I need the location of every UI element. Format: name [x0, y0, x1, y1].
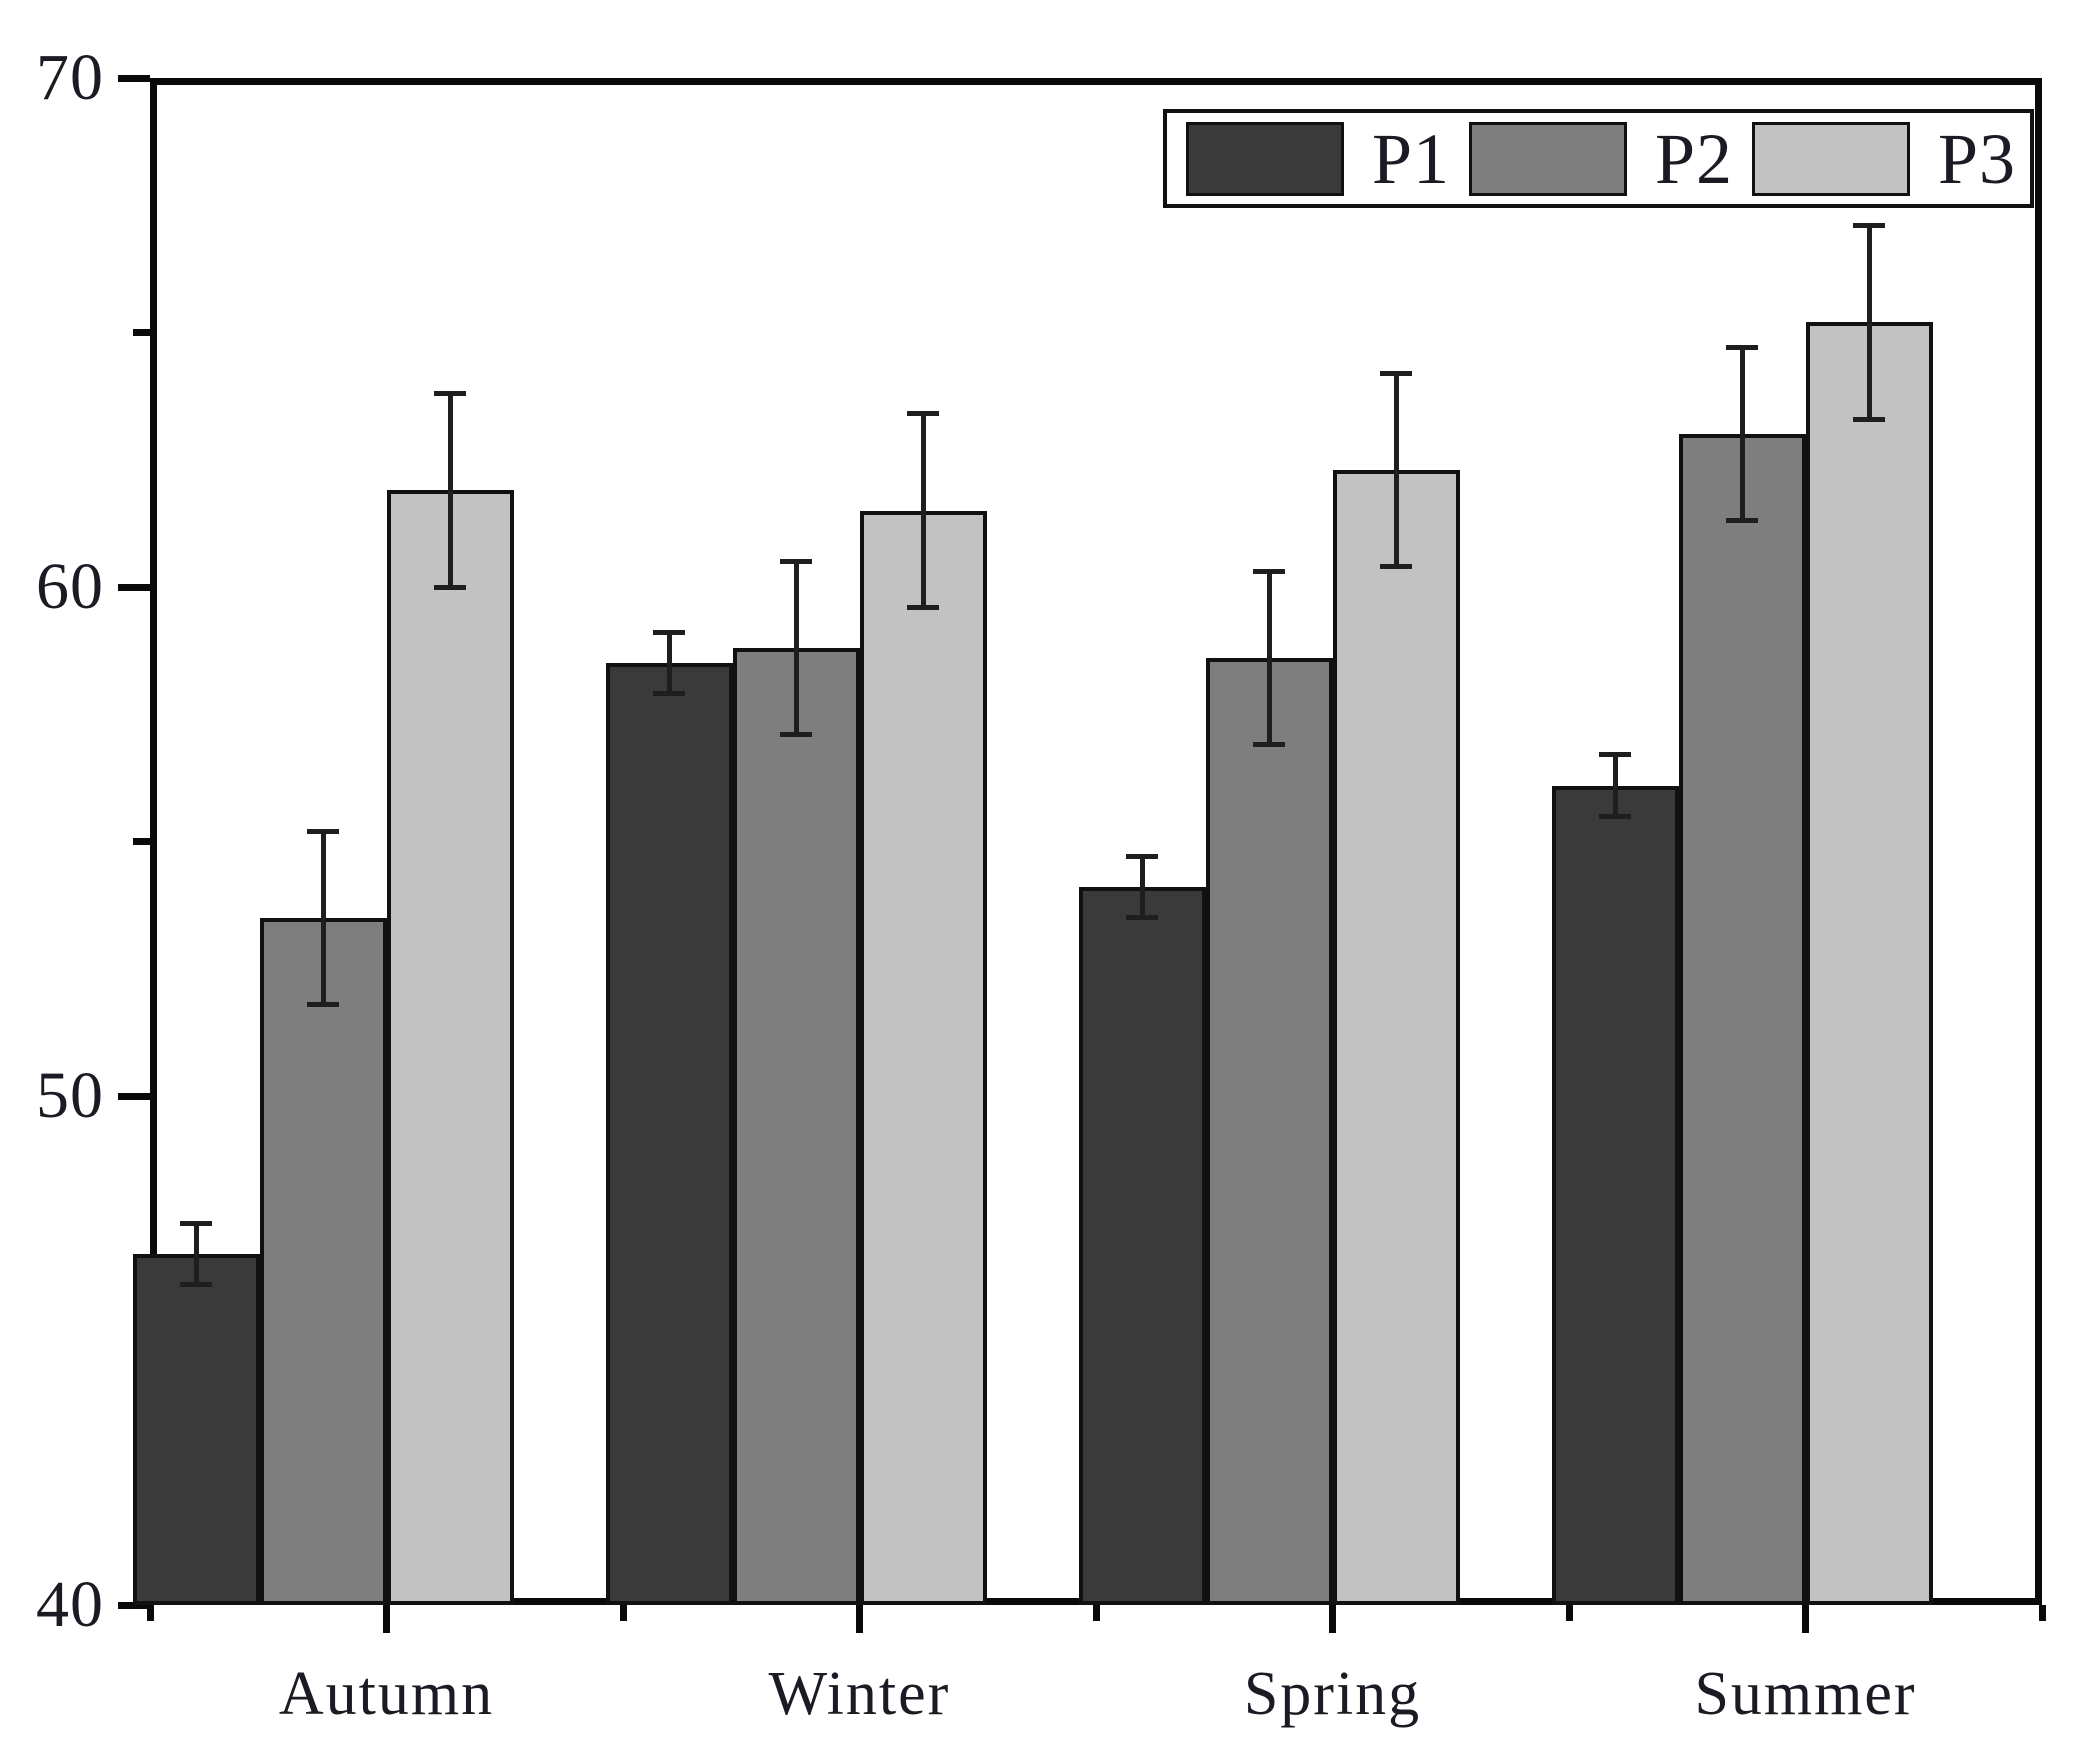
y-axis-tick-label: 70: [36, 41, 104, 114]
legend-swatch-p2: [1468, 121, 1627, 196]
bar-p3-summer: [1805, 322, 1933, 1605]
error-bar-cap: [307, 1001, 339, 1007]
y-axis-minor-tick: [133, 838, 150, 845]
bar-p3-spring: [1332, 469, 1460, 1605]
error-bar-cap: [1253, 569, 1285, 575]
error-bar-line: [1139, 856, 1145, 918]
legend-item-p1: P1: [1186, 118, 1451, 199]
error-bar-cap: [1380, 564, 1412, 570]
error-bar-cap: [1380, 370, 1412, 376]
y-axis-major-tick: [118, 1092, 150, 1100]
x-axis-category-label: Summer: [1694, 1660, 1917, 1728]
error-bar-cap: [1853, 416, 1885, 422]
legend-swatch-p3: [1751, 121, 1910, 196]
y-axis-major-tick: [118, 583, 150, 591]
error-bar-cap: [307, 828, 339, 834]
x-axis-minor-tick: [1565, 1605, 1573, 1621]
error-bar-cap: [434, 584, 466, 590]
x-axis-minor-tick: [619, 1605, 627, 1621]
y-axis-major-tick: [118, 1601, 150, 1609]
x-axis-minor-tick: [146, 1605, 154, 1621]
bar-p2-spring: [1205, 658, 1333, 1605]
x-axis-minor-tick: [2038, 1605, 2046, 1621]
error-bar-cap: [1126, 854, 1158, 860]
legend-label: P3: [1937, 118, 2016, 199]
error-bar-line: [193, 1223, 199, 1285]
error-bar-cap: [1726, 518, 1758, 524]
legend-item-p3: P3: [1751, 118, 2016, 199]
x-axis-category-label: Winter: [768, 1660, 951, 1728]
error-bar-cap: [1599, 813, 1631, 819]
x-axis-major-tick: [1802, 1605, 1809, 1633]
x-axis-minor-tick: [1092, 1605, 1100, 1621]
error-bar-line: [1739, 347, 1745, 521]
error-bar-line: [920, 413, 926, 608]
error-bar-cap: [653, 630, 685, 636]
bar-p1-summer: [1551, 785, 1679, 1605]
error-bar-cap: [434, 391, 466, 397]
error-bar-cap: [907, 411, 939, 417]
error-bar-cap: [780, 732, 812, 738]
legend: P1 P2 P3: [1163, 109, 2034, 208]
error-bar-cap: [1599, 752, 1631, 758]
y-axis-major-tick: [118, 74, 150, 82]
error-bar-line: [447, 393, 453, 587]
bar-p1-spring: [1078, 887, 1206, 1605]
y-axis-tick-label: 60: [36, 550, 104, 623]
error-bar-cap: [180, 1220, 212, 1226]
error-bar-cap: [1126, 915, 1158, 921]
error-bar-line: [1612, 754, 1618, 817]
error-bar-line: [1866, 225, 1872, 420]
bar-p1-winter: [605, 663, 733, 1605]
y-axis-tick-label: 40: [36, 1568, 104, 1641]
x-axis-category-label: Spring: [1243, 1660, 1422, 1728]
bar-p2-summer: [1678, 434, 1806, 1605]
y-axis-minor-tick: [133, 329, 150, 336]
error-bar-cap: [1726, 345, 1758, 351]
y-axis-tick-label: 50: [36, 1059, 104, 1132]
error-bar-cap: [1853, 223, 1885, 229]
bar-p3-autumn: [386, 490, 514, 1605]
legend-label: P2: [1654, 118, 1734, 199]
bar-p2-winter: [732, 648, 860, 1605]
x-axis-major-tick: [856, 1605, 863, 1633]
error-bar-cap: [180, 1281, 212, 1287]
x-axis-major-tick: [1329, 1605, 1336, 1633]
error-bar-cap: [1253, 742, 1285, 748]
error-bar-line: [666, 632, 672, 694]
legend-swatch-p1: [1186, 121, 1344, 196]
error-bar-cap: [907, 604, 939, 610]
error-bar-line: [1266, 571, 1272, 745]
legend-label: P1: [1372, 118, 1451, 199]
error-bar-cap: [653, 691, 685, 697]
error-bar-line: [320, 831, 326, 1005]
legend-item-p2: P2: [1468, 118, 1734, 199]
bar-p2-autumn: [259, 917, 387, 1605]
error-bar-line: [793, 561, 799, 735]
bar-p1-autumn: [132, 1253, 260, 1605]
error-bar-cap: [780, 559, 812, 565]
x-axis-major-tick: [383, 1605, 390, 1633]
bar-p3-winter: [859, 510, 987, 1605]
x-axis-category-label: Autumn: [278, 1660, 495, 1728]
error-bar-line: [1393, 373, 1399, 567]
